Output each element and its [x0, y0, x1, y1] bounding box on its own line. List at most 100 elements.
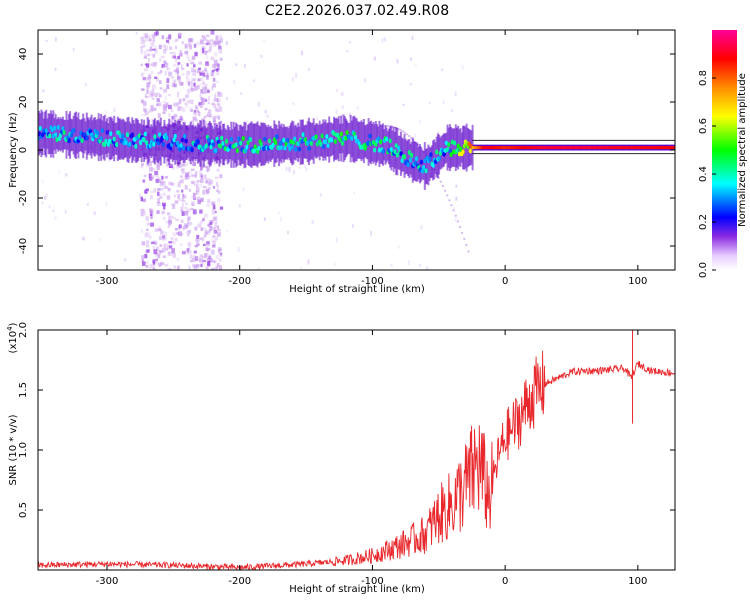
noise-speckle [454, 91, 457, 96]
interference-speckle [152, 259, 155, 264]
interference-speckle [178, 32, 182, 36]
interference-speckle [159, 250, 163, 254]
signal-point [303, 137, 308, 143]
interference-speckle [189, 88, 193, 93]
interference-speckle [169, 245, 173, 249]
noise-speckle [54, 216, 57, 220]
interference-speckle [213, 216, 218, 222]
signal-envelope [109, 116, 112, 160]
signal-point [345, 130, 350, 135]
interference-speckle [198, 67, 201, 70]
signal-envelope [313, 125, 316, 157]
noise-speckle [86, 203, 89, 206]
interference-speckle [205, 181, 210, 184]
interference-speckle [186, 70, 191, 75]
signal-envelope [435, 136, 438, 178]
interference-speckle [216, 189, 219, 192]
noise-speckle [187, 57, 190, 62]
interference-speckle [158, 104, 162, 108]
signal-envelope [225, 129, 228, 160]
noise-speckle [307, 167, 310, 170]
interference-speckle [154, 170, 159, 176]
noise-speckle [45, 39, 48, 43]
signal-envelope [413, 141, 415, 181]
interference-speckle [160, 187, 164, 191]
interference-speckle [210, 226, 214, 231]
interference-speckle [171, 76, 174, 79]
interference-speckle [216, 98, 219, 103]
interference-speckle [185, 173, 189, 176]
signal-point [468, 148, 473, 154]
interference-speckle [144, 93, 147, 98]
interference-speckle [212, 186, 215, 189]
signal-point [248, 137, 253, 143]
interference-speckle [157, 92, 160, 95]
interference-speckle [184, 210, 189, 216]
signal-point [333, 139, 338, 145]
signal-point [44, 128, 49, 134]
signal-envelope [72, 115, 75, 155]
interference-speckle [173, 83, 177, 88]
signal-point [395, 152, 400, 158]
colorbar-label: Normalized spectral amplitude [737, 73, 748, 227]
interference-speckle [185, 74, 189, 80]
interference-speckle [167, 268, 170, 270]
interference-speckle [199, 257, 203, 263]
interference-speckle [143, 100, 147, 106]
interference-speckle [184, 206, 188, 210]
interference-speckle [183, 226, 188, 229]
interference-speckle [155, 78, 159, 82]
interference-speckle [195, 263, 200, 268]
interference-speckle [146, 89, 149, 94]
interference-speckle [156, 103, 159, 106]
interference-speckle [202, 81, 205, 85]
interference-speckle [142, 43, 146, 47]
interference-speckle [176, 265, 180, 270]
interference-speckle [178, 78, 181, 83]
signal-point [297, 146, 302, 152]
interference-speckle [185, 231, 189, 234]
interference-speckle [219, 92, 223, 98]
interference-speckle [181, 168, 185, 172]
interference-speckle [199, 173, 204, 177]
interference-speckle [212, 115, 216, 120]
noise-speckle [348, 112, 351, 118]
signal-envelope [385, 127, 388, 163]
interference-speckle [209, 220, 214, 224]
interference-speckle [197, 199, 201, 205]
interference-speckle [208, 49, 212, 52]
interference-speckle [169, 119, 174, 123]
noise-speckle [311, 220, 314, 224]
interference-speckle [164, 264, 168, 267]
interference-speckle [214, 222, 217, 227]
interference-speckle [173, 102, 177, 107]
signal-point [435, 149, 439, 155]
signal-envelope [388, 128, 390, 165]
noise-speckle [420, 225, 423, 230]
noise-speckle [390, 263, 393, 267]
interference-speckle [146, 228, 149, 231]
signal-envelope [416, 143, 419, 182]
signal-point [165, 135, 169, 141]
interference-speckle [209, 43, 213, 47]
interference-speckle [205, 188, 210, 193]
interference-speckle [165, 162, 170, 166]
interference-speckle [177, 62, 181, 65]
interference-speckle [195, 256, 199, 261]
signal-envelope [127, 116, 130, 163]
interference-speckle [165, 247, 169, 251]
signal-envelope [257, 125, 260, 164]
noise-speckle [285, 166, 288, 172]
signal-point [388, 138, 393, 144]
noise-speckle [295, 72, 298, 78]
interference-speckle [167, 212, 170, 216]
interference-speckle [199, 254, 203, 258]
interference-speckle [151, 89, 155, 92]
interference-speckle [168, 215, 171, 221]
interference-speckle [211, 240, 216, 245]
interference-speckle [170, 52, 173, 55]
signal-envelope [126, 117, 129, 162]
interference-speckle [199, 220, 203, 224]
interference-speckle [211, 86, 214, 91]
interference-speckle [154, 45, 157, 48]
